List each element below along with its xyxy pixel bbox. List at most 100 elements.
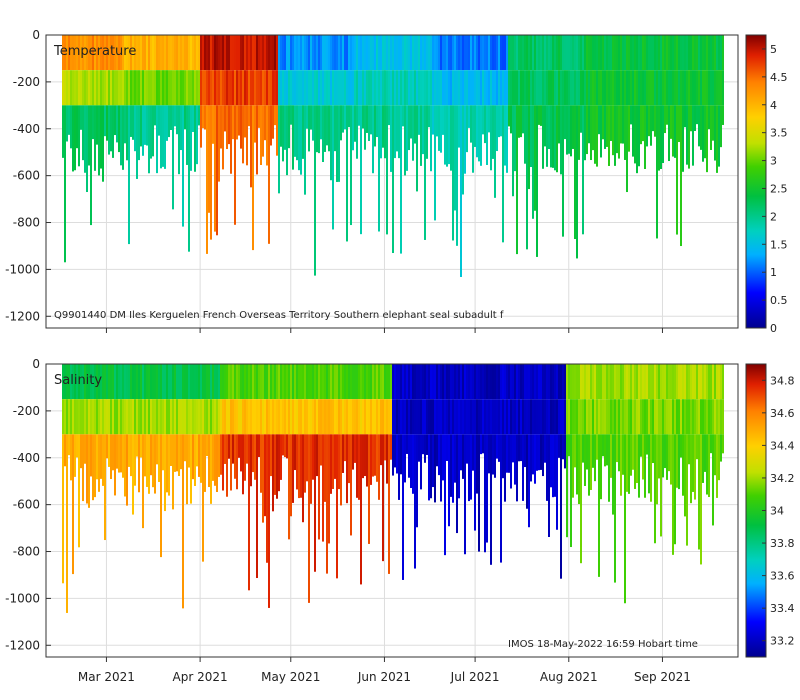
profile-column xyxy=(682,35,684,172)
profile-segment xyxy=(162,434,164,471)
profile-column xyxy=(524,35,526,164)
profile-column xyxy=(274,35,276,126)
profile-segment xyxy=(496,434,498,459)
profile-segment xyxy=(508,105,510,127)
profile-segment xyxy=(84,105,86,173)
profile-column xyxy=(686,364,688,546)
profile-segment xyxy=(592,35,594,71)
profile-segment xyxy=(344,364,346,400)
profile-column xyxy=(722,364,724,454)
y-axis: 0-200-400-600-800-1000-1200 xyxy=(5,28,51,323)
profile-segment xyxy=(620,35,622,71)
profile-column xyxy=(626,364,628,492)
profile-segment xyxy=(490,105,492,171)
profile-column xyxy=(90,364,92,477)
profile-segment xyxy=(102,105,104,182)
profile-segment xyxy=(404,35,406,71)
profile-segment xyxy=(248,70,250,106)
colorbar-tick-label: 0.5 xyxy=(770,294,788,307)
profile-segment xyxy=(512,434,514,463)
profile-segment xyxy=(424,70,426,106)
profile-segment xyxy=(296,70,298,106)
profile-segment xyxy=(388,434,390,574)
profile-segment xyxy=(244,70,246,106)
profile-segment xyxy=(514,399,516,435)
profile-segment xyxy=(114,105,116,136)
profile-column xyxy=(308,35,310,152)
profile-segment xyxy=(364,35,366,71)
profile-column xyxy=(564,35,566,140)
profile-segment xyxy=(576,105,578,259)
profile-segment xyxy=(286,399,288,435)
profile-segment xyxy=(312,70,314,106)
profile-segment xyxy=(258,364,260,400)
profile-segment xyxy=(430,364,432,400)
profile-segment xyxy=(96,364,98,400)
profile-segment xyxy=(558,105,560,144)
profile-column xyxy=(444,35,446,165)
profile-segment xyxy=(346,105,348,242)
profile-column xyxy=(180,364,182,470)
profile-segment xyxy=(294,105,296,157)
profile-segment xyxy=(554,434,556,497)
profile-segment xyxy=(608,399,610,435)
profile-column xyxy=(286,364,288,459)
profile-segment xyxy=(248,399,250,435)
profile-segment xyxy=(176,364,178,400)
profile-column xyxy=(450,364,452,497)
profile-column xyxy=(190,35,192,171)
profile-segment xyxy=(230,364,232,400)
profile-column xyxy=(122,35,124,170)
profile-segment xyxy=(62,364,64,400)
profile-segment xyxy=(626,364,628,400)
profile-segment xyxy=(280,105,282,147)
profile-segment xyxy=(474,70,476,106)
profile-segment xyxy=(130,105,132,137)
profile-segment xyxy=(302,70,304,106)
profile-column xyxy=(524,364,526,468)
profile-segment xyxy=(484,35,486,71)
profile-segment xyxy=(94,70,96,106)
profile-segment xyxy=(512,364,514,400)
profile-segment xyxy=(150,105,152,159)
profile-segment xyxy=(514,70,516,106)
profile-segment xyxy=(680,105,682,247)
profile-segment xyxy=(302,399,304,435)
profile-segment xyxy=(576,35,578,71)
profile-segment xyxy=(706,399,708,435)
profile-segment xyxy=(620,364,622,400)
profile-segment xyxy=(682,105,684,172)
profile-column xyxy=(540,364,542,470)
profile-segment xyxy=(266,70,268,106)
profile-segment xyxy=(316,364,318,400)
profile-segment xyxy=(342,105,344,133)
profile-segment xyxy=(104,70,106,106)
profile-column xyxy=(170,35,172,131)
profile-segment xyxy=(610,70,612,106)
profile-column xyxy=(608,364,610,502)
profile-column xyxy=(176,364,178,472)
profile-segment xyxy=(178,364,180,400)
profile-segment xyxy=(564,105,566,140)
profile-segment xyxy=(618,70,620,106)
profile-segment xyxy=(208,434,210,488)
profile-column xyxy=(404,35,406,176)
profile-segment xyxy=(658,364,660,400)
profile-segment xyxy=(610,105,612,141)
profile-segment xyxy=(518,70,520,106)
profile-segment xyxy=(300,364,302,400)
profile-segment xyxy=(388,35,390,71)
profile-column xyxy=(580,35,582,133)
profile-column xyxy=(226,364,228,497)
profile-column xyxy=(588,35,590,144)
profile-segment xyxy=(574,399,576,435)
profile-segment xyxy=(76,70,78,106)
profile-segment xyxy=(124,399,126,435)
profile-column xyxy=(194,35,196,172)
profile-column xyxy=(602,364,604,457)
profile-segment xyxy=(106,364,108,400)
profile-segment xyxy=(618,434,620,472)
profile-segment xyxy=(64,35,66,71)
profile-segment xyxy=(354,70,356,106)
profile-column xyxy=(378,35,380,232)
